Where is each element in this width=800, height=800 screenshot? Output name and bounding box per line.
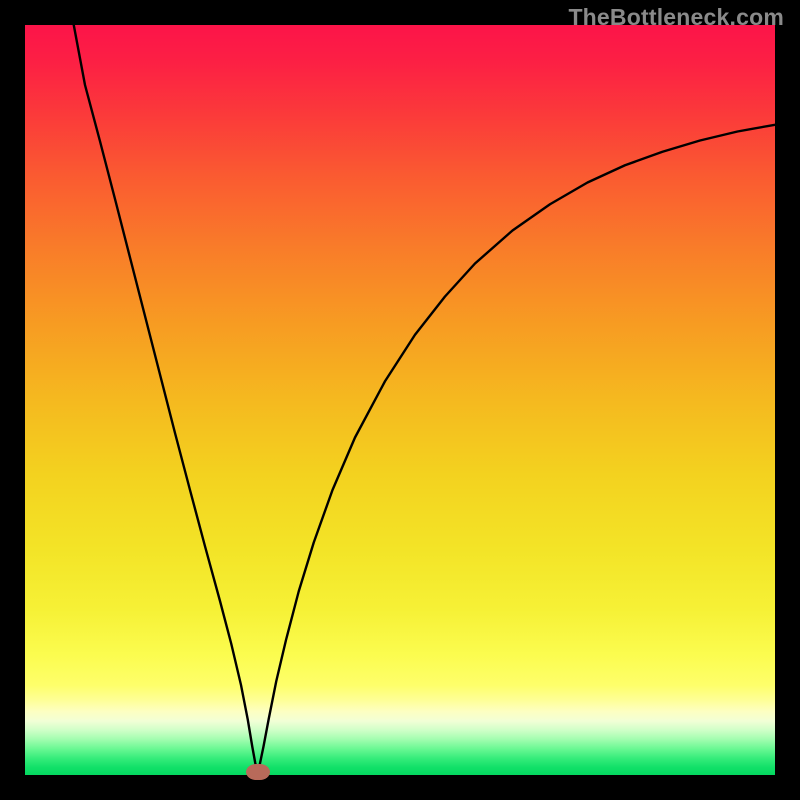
watermark-text: TheBottleneck.com: [568, 4, 784, 31]
chart-container: TheBottleneck.com: [0, 0, 800, 800]
chart-curve-svg: [25, 25, 775, 775]
chart-plot-area: [25, 25, 775, 775]
chart-min-marker: [246, 764, 270, 780]
chart-curve-path: [74, 25, 775, 772]
